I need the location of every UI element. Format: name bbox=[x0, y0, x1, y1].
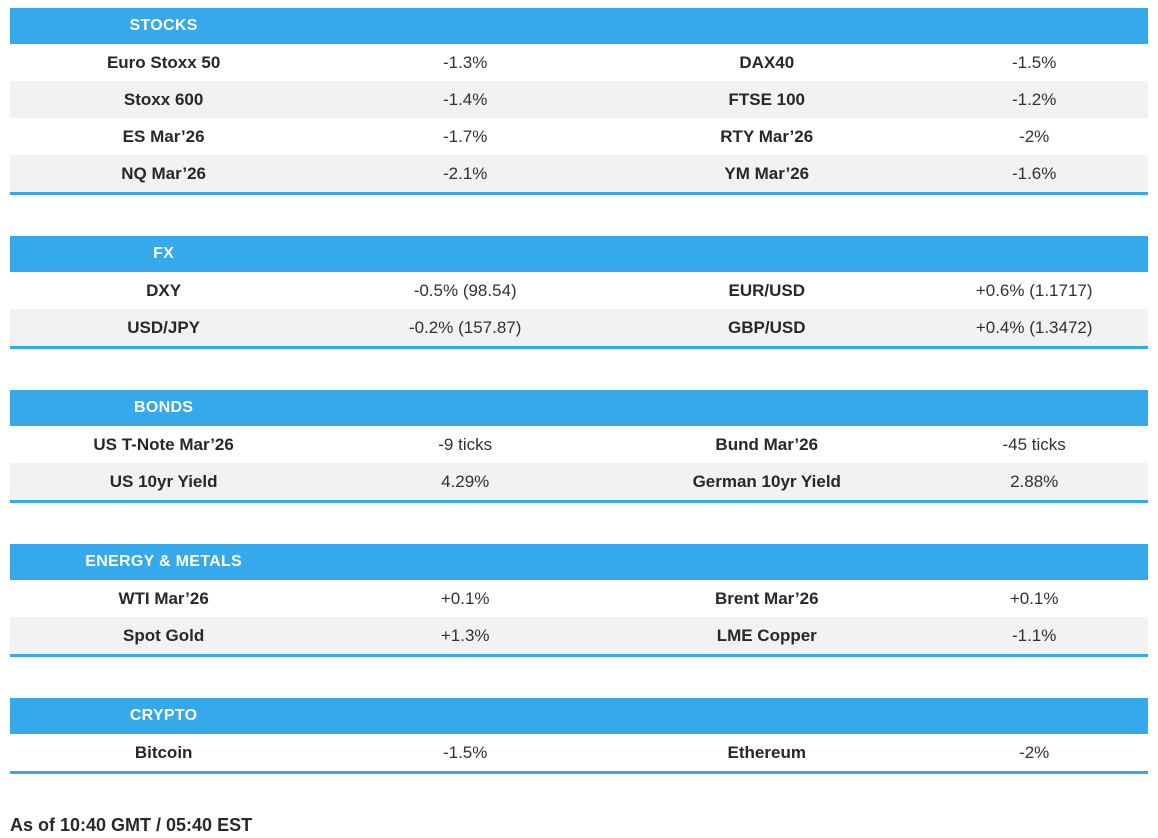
instrument-change: -1.6% bbox=[1011, 163, 1057, 183]
instrument-name: FTSE 100 bbox=[728, 89, 806, 109]
instrument-change: -1.2% bbox=[1011, 89, 1057, 109]
section-fx: FX DXY -0.5% (98.54) EUR/USD +0.6% (1.17… bbox=[10, 236, 1148, 349]
instrument-name: Stoxx 600 bbox=[123, 89, 204, 109]
instrument-change: +0.6% (1.1717) bbox=[975, 280, 1093, 300]
instrument-change: -1.1% bbox=[1011, 625, 1057, 645]
instrument-name: USD/JPY bbox=[127, 317, 200, 337]
instrument-change: -2% bbox=[1019, 126, 1050, 146]
instrument-name: ES Mar’26 bbox=[122, 126, 205, 146]
section-energy-metals: ENERGY & METALS WTI Mar’26 +0.1% Brent M… bbox=[10, 544, 1148, 657]
section-header-energy-metals: ENERGY & METALS bbox=[10, 544, 1148, 580]
instrument-name: Bund Mar’26 bbox=[715, 434, 819, 454]
section-stocks: STOCKS Euro Stoxx 50 -1.3% DAX40 -1.5% S… bbox=[10, 8, 1148, 195]
instrument-change: -0.2% (157.87) bbox=[408, 317, 522, 337]
table-row: US T-Note Mar’26 -9 ticks Bund Mar’26 -4… bbox=[10, 426, 1148, 463]
section-title: ENERGY & METALS bbox=[85, 553, 243, 570]
instrument-change: 4.29% bbox=[441, 471, 490, 491]
section-crypto: CRYPTO Bitcoin -1.5% Ethereum -2% bbox=[10, 698, 1148, 774]
table-row: Stoxx 600 -1.4% FTSE 100 -1.2% bbox=[10, 81, 1148, 118]
table-row: DXY -0.5% (98.54) EUR/USD +0.6% (1.1717) bbox=[10, 272, 1148, 309]
section-title: STOCKS bbox=[129, 17, 198, 34]
instrument-change: +0.1% bbox=[1009, 588, 1059, 608]
table-row: Bitcoin -1.5% Ethereum -2% bbox=[10, 734, 1148, 771]
instrument-change: -2% bbox=[1019, 742, 1050, 762]
instrument-change: 2.88% bbox=[1010, 471, 1059, 491]
instrument-change: -1.7% bbox=[442, 126, 488, 146]
table-row: ES Mar’26 -1.7% RTY Mar’26 -2% bbox=[10, 118, 1148, 155]
instrument-change: -1.4% bbox=[442, 89, 488, 109]
section-title: BONDS bbox=[133, 399, 194, 416]
instrument-name: YM Mar’26 bbox=[724, 163, 810, 183]
section-title: CRYPTO bbox=[129, 707, 198, 724]
instrument-change: -2.1% bbox=[442, 163, 488, 183]
table-row: Spot Gold +1.3% LME Copper -1.1% bbox=[10, 617, 1148, 654]
section-title: FX bbox=[153, 245, 175, 262]
instrument-name: GBP/USD bbox=[728, 317, 806, 337]
instrument-name: US 10yr Yield bbox=[109, 471, 218, 491]
instrument-name: US T-Note Mar’26 bbox=[93, 434, 234, 454]
instrument-change: -9 ticks bbox=[438, 434, 493, 454]
instrument-change: +0.1% bbox=[440, 588, 490, 608]
section-header-fx: FX bbox=[10, 236, 1148, 272]
instrument-change: -1.5% bbox=[442, 742, 488, 762]
instrument-name: DXY bbox=[146, 280, 182, 300]
instrument-change: -1.3% bbox=[442, 52, 488, 72]
instrument-name: LME Copper bbox=[716, 625, 817, 645]
instrument-name: NQ Mar’26 bbox=[121, 163, 206, 183]
instrument-name: WTI Mar’26 bbox=[118, 588, 209, 608]
instrument-name: German 10yr Yield bbox=[692, 471, 841, 491]
instrument-change: -0.5% (98.54) bbox=[413, 280, 517, 300]
instrument-name: DAX40 bbox=[739, 52, 795, 72]
table-row: Euro Stoxx 50 -1.3% DAX40 -1.5% bbox=[10, 44, 1148, 81]
table-row: WTI Mar’26 +0.1% Brent Mar’26 +0.1% bbox=[10, 580, 1148, 617]
instrument-change: -45 ticks bbox=[1002, 434, 1066, 454]
section-header-bonds: BONDS bbox=[10, 390, 1148, 426]
as-of-timestamp: As of 10:40 GMT / 05:40 EST bbox=[10, 815, 253, 835]
table-row: US 10yr Yield 4.29% German 10yr Yield 2.… bbox=[10, 463, 1148, 500]
section-header-stocks: STOCKS bbox=[10, 8, 1148, 44]
instrument-change: +1.3% bbox=[440, 625, 490, 645]
instrument-name: Bitcoin bbox=[134, 742, 193, 762]
table-row: NQ Mar’26 -2.1% YM Mar’26 -1.6% bbox=[10, 155, 1148, 192]
instrument-name: Euro Stoxx 50 bbox=[106, 52, 221, 72]
table-row: USD/JPY -0.2% (157.87) GBP/USD +0.4% (1.… bbox=[10, 309, 1148, 346]
section-header-crypto: CRYPTO bbox=[10, 698, 1148, 734]
instrument-name: Brent Mar’26 bbox=[714, 588, 819, 608]
instrument-name: Spot Gold bbox=[123, 625, 205, 645]
section-bonds: BONDS US T-Note Mar’26 -9 ticks Bund Mar… bbox=[10, 390, 1148, 503]
instrument-name: RTY Mar’26 bbox=[720, 126, 814, 146]
instrument-name: Ethereum bbox=[727, 742, 806, 762]
instrument-name: EUR/USD bbox=[728, 280, 805, 300]
instrument-change: +0.4% (1.3472) bbox=[975, 317, 1093, 337]
instrument-change: -1.5% bbox=[1011, 52, 1057, 72]
